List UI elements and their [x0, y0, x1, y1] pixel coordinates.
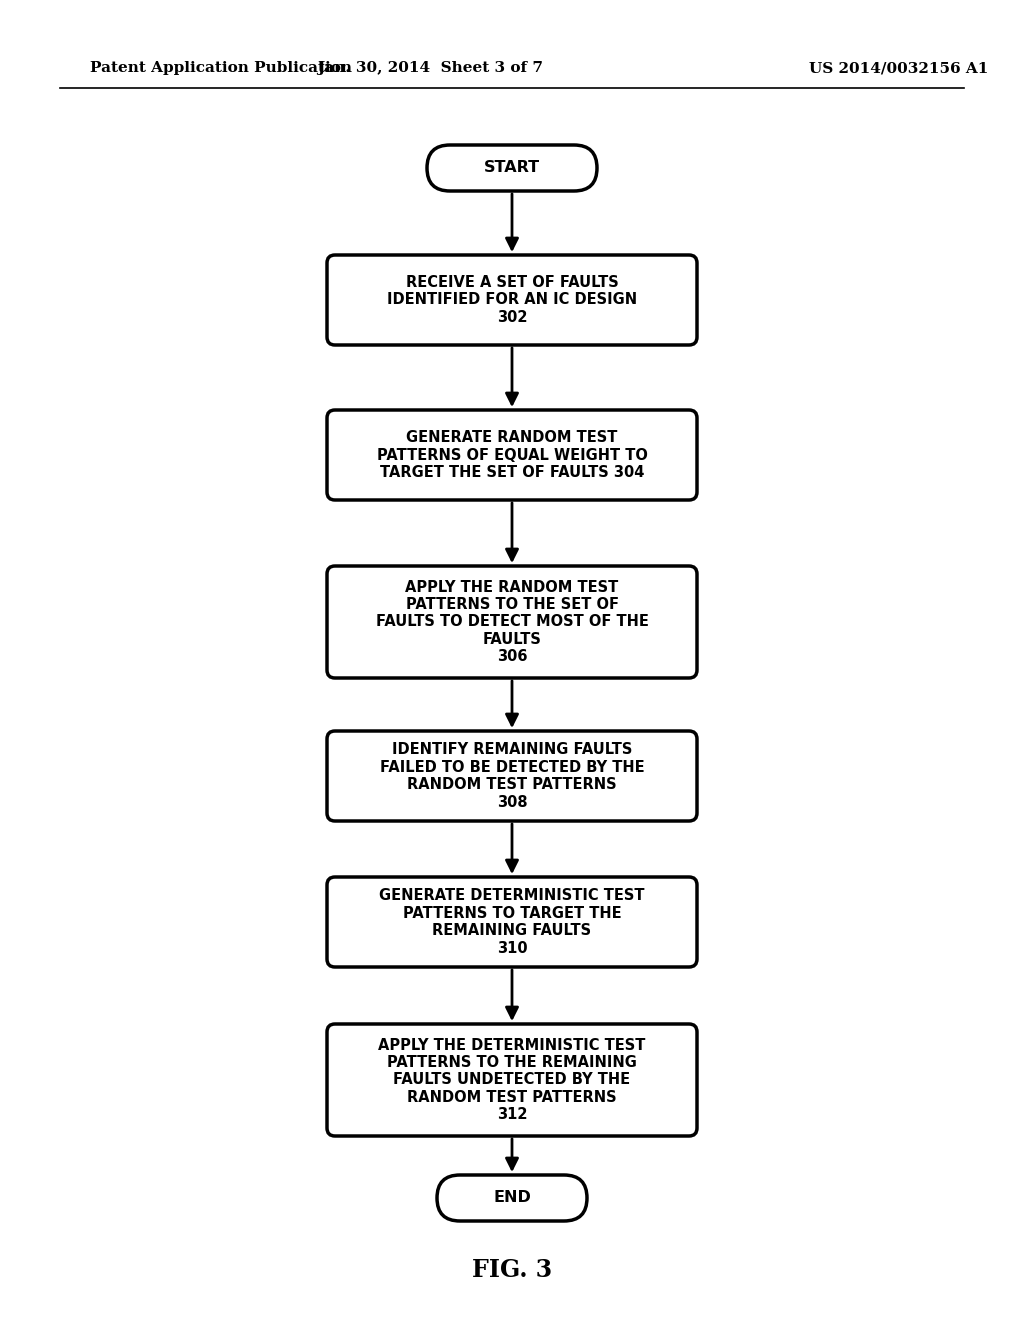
- Text: FIG. 3: FIG. 3: [472, 1258, 552, 1282]
- Text: START: START: [484, 161, 540, 176]
- Text: APPLY THE DETERMINISTIC TEST
PATTERNS TO THE REMAINING
FAULTS UNDETECTED BY THE
: APPLY THE DETERMINISTIC TEST PATTERNS TO…: [378, 1038, 646, 1122]
- FancyBboxPatch shape: [437, 1175, 587, 1221]
- Text: IDENTIFY REMAINING FAULTS
FAILED TO BE DETECTED BY THE
RANDOM TEST PATTERNS
308: IDENTIFY REMAINING FAULTS FAILED TO BE D…: [380, 742, 644, 809]
- FancyBboxPatch shape: [327, 1024, 697, 1137]
- Text: APPLY THE RANDOM TEST
PATTERNS TO THE SET OF
FAULTS TO DETECT MOST OF THE
FAULTS: APPLY THE RANDOM TEST PATTERNS TO THE SE…: [376, 579, 648, 664]
- Text: RECEIVE A SET OF FAULTS
IDENTIFIED FOR AN IC DESIGN
302: RECEIVE A SET OF FAULTS IDENTIFIED FOR A…: [387, 275, 637, 325]
- FancyBboxPatch shape: [327, 566, 697, 678]
- FancyBboxPatch shape: [327, 411, 697, 500]
- FancyBboxPatch shape: [327, 731, 697, 821]
- FancyBboxPatch shape: [327, 876, 697, 968]
- Text: Jan. 30, 2014  Sheet 3 of 7: Jan. 30, 2014 Sheet 3 of 7: [317, 61, 543, 75]
- Text: END: END: [494, 1191, 530, 1205]
- FancyBboxPatch shape: [427, 145, 597, 191]
- Text: Patent Application Publication: Patent Application Publication: [90, 61, 352, 75]
- Text: GENERATE RANDOM TEST
PATTERNS OF EQUAL WEIGHT TO
TARGET THE SET OF FAULTS 304: GENERATE RANDOM TEST PATTERNS OF EQUAL W…: [377, 430, 647, 480]
- Text: GENERATE DETERMINISTIC TEST
PATTERNS TO TARGET THE
REMAINING FAULTS
310: GENERATE DETERMINISTIC TEST PATTERNS TO …: [379, 888, 645, 956]
- FancyBboxPatch shape: [327, 255, 697, 345]
- Text: US 2014/0032156 A1: US 2014/0032156 A1: [809, 61, 988, 75]
